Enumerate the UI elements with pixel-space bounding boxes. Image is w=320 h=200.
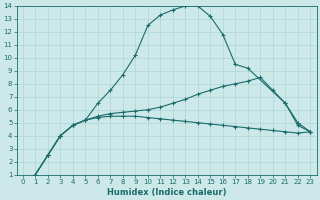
X-axis label: Humidex (Indice chaleur): Humidex (Indice chaleur) <box>107 188 226 197</box>
